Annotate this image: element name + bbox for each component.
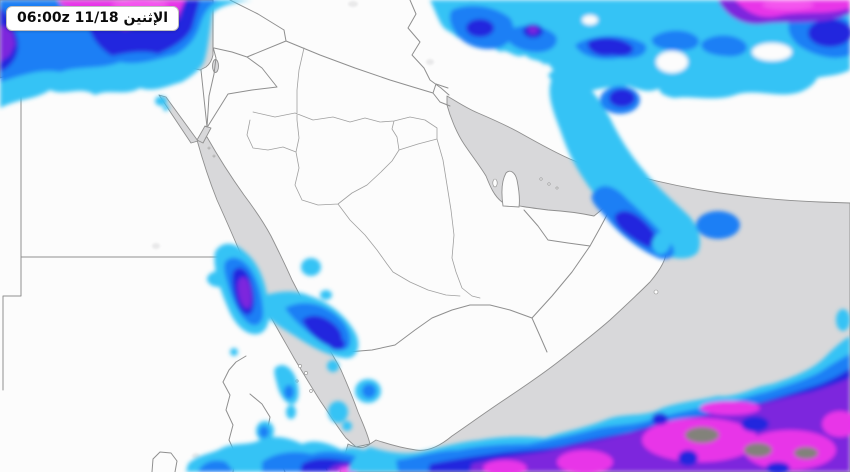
- border-sudan-libya-chad: [2, 256, 22, 391]
- island-bahrain: [492, 178, 498, 188]
- border-jordan-valley: [206, 0, 217, 128]
- border-sudan-eritrea: [222, 355, 247, 383]
- sea-gulf-of-aqaba: [196, 125, 212, 144]
- borders-saudi-provinces: [246, 47, 481, 299]
- border-iraq-saudi: [285, 40, 434, 94]
- drizzle-spots: [152, 1, 476, 459]
- timestamp-badge-label: الإثنين 11/18 06:00z: [17, 10, 169, 26]
- border-syria-iraq: [229, 0, 287, 42]
- border-jordan-iraq: [246, 40, 287, 58]
- sea-persian-gulf: [446, 95, 619, 217]
- border-yemen-oman: [531, 317, 548, 353]
- storm-red-sea: [207, 243, 359, 372]
- border-egypt-israel: [200, 69, 208, 128]
- border-kuwait: [432, 83, 451, 107]
- border-saudi-yemen: [346, 304, 533, 353]
- isolated-cells: [155, 96, 671, 255]
- border-iran-iraq: [407, 0, 450, 96]
- timestamp-badge: الإثنين 11/18 06:00z: [6, 6, 180, 31]
- land-qatar: [501, 170, 520, 208]
- border-saudi-uae: [523, 209, 591, 247]
- border-saudi-oman: [531, 245, 591, 319]
- border-uae-oman: [589, 212, 609, 247]
- storm-iran-band: [430, 0, 850, 260]
- storm-yemen-highlands: [256, 365, 381, 441]
- storm-arabian-sea: [348, 309, 850, 472]
- border-jordan-saudi: [207, 56, 278, 127]
- border-syria-jordan: [213, 47, 248, 58]
- border-south-sudan: [151, 451, 178, 472]
